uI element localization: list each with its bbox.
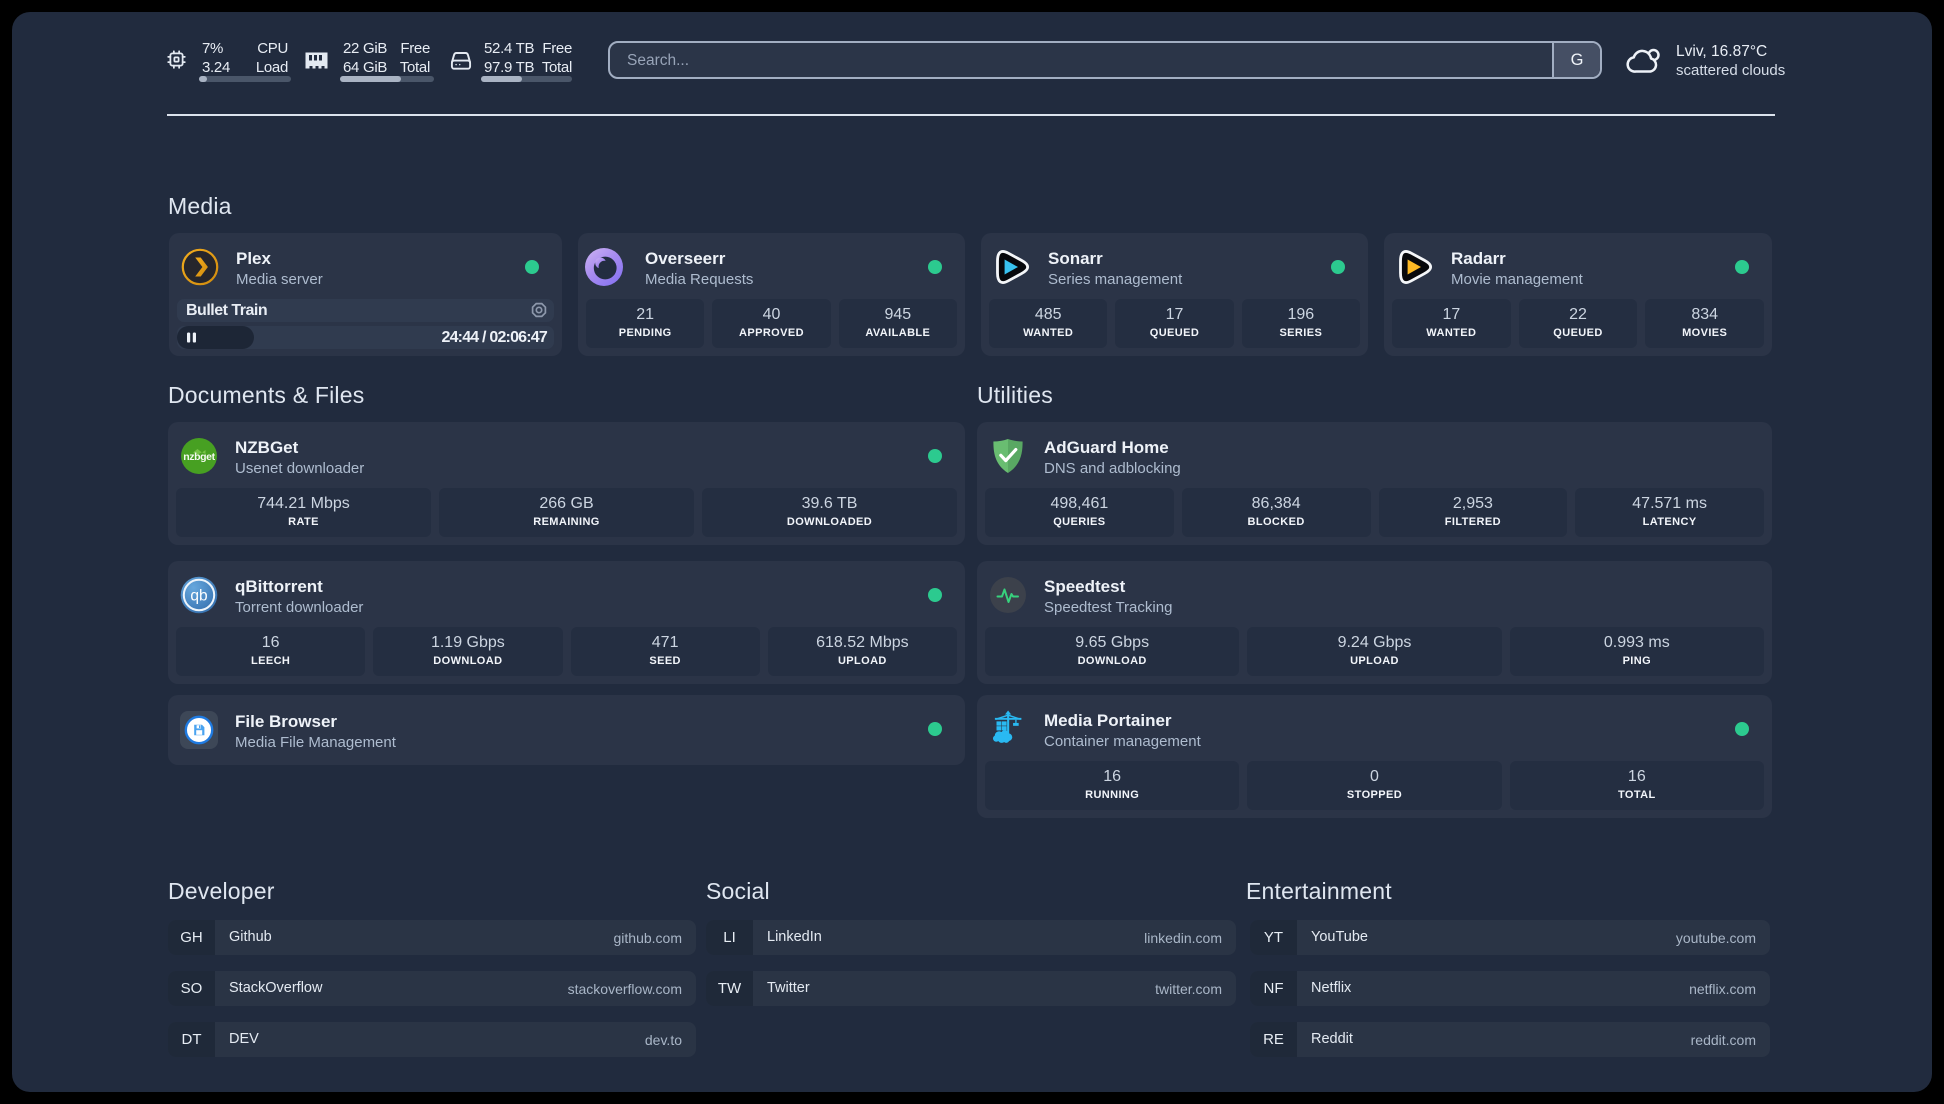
svg-text:nzbget: nzbget [183, 451, 215, 463]
svg-text:qb: qb [190, 588, 207, 605]
